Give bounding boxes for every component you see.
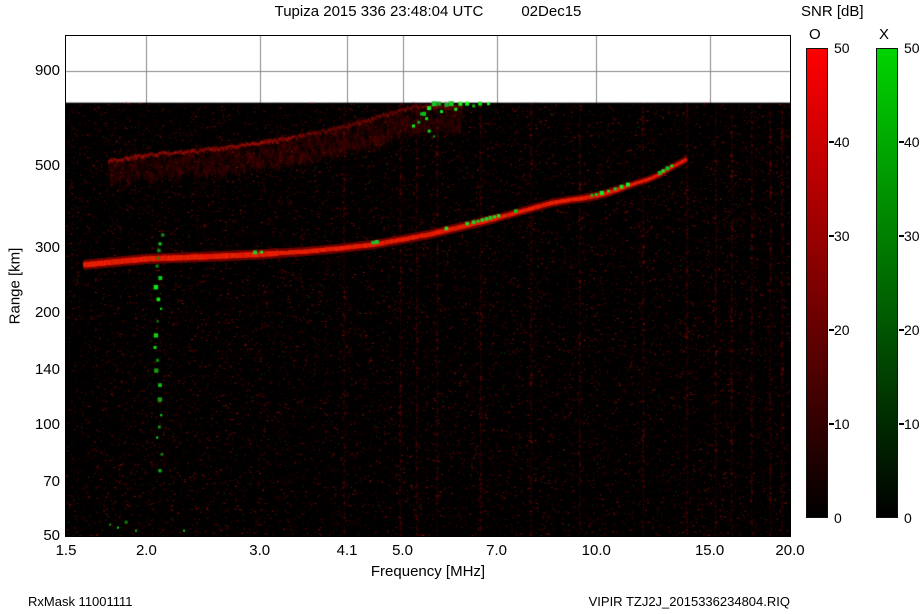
snr-units-label: SNR [dB]: [801, 3, 864, 20]
colorbar-tick-label: 30: [904, 228, 920, 244]
colorbar-tick-mark: [829, 423, 834, 425]
y-tick-label: 200: [34, 304, 60, 322]
y-tick-label: 140: [34, 361, 60, 379]
x-tick-label: 3.0: [249, 542, 271, 559]
colorbar-tick-label: 20: [834, 322, 850, 338]
colorbar-tick-label: 0: [904, 510, 912, 526]
y-tick-label: 70: [43, 472, 60, 490]
colorbar-tick-label: 50: [904, 40, 920, 56]
title-date: 02Dec15: [521, 3, 582, 20]
colorbar-tick-label: 40: [834, 134, 850, 150]
x-tick-label: 5.0: [392, 542, 413, 559]
x-tick-label: 4.1: [336, 542, 358, 559]
colorbar-tick-label: 40: [904, 134, 920, 150]
footer-rxmask: RxMask 11001111: [28, 594, 133, 609]
y-tick-label: 900: [34, 62, 60, 80]
colorbar-tick-mark: [899, 423, 904, 425]
colorbar-tick-label: 30: [834, 228, 850, 244]
colorbar-tick-mark: [829, 141, 834, 143]
colorbar-tick-mark: [899, 329, 904, 331]
plot-frame: [65, 35, 791, 537]
title-text: Tupiza 2015 336 23:48:04 UTC: [274, 3, 484, 20]
colorbar-x-gradient: [876, 48, 898, 518]
colorbar-tick-label: 10: [904, 416, 920, 432]
colorbar-tick-mark: [899, 141, 904, 143]
x-tick-label: 15.0: [694, 542, 725, 559]
colorbar-tick-mark: [899, 235, 904, 237]
colorbar-tick-mark: [829, 235, 834, 237]
colorbar-tick-label: 50: [834, 40, 850, 56]
y-tick-label: 100: [34, 415, 60, 433]
colorbar-o-gradient: [806, 48, 828, 518]
x-tick-label: 2.0: [135, 542, 157, 559]
footer-filename: VIPIR TZJ2J_2015336234804.RIQ: [588, 594, 790, 609]
y-tick-label: 50: [43, 527, 60, 544]
page-title: Tupiza 2015 336 23:48:04 UTC 02Dec15: [66, 3, 790, 20]
y-tick-label: 500: [34, 156, 60, 174]
x-tick-label: 10.0: [581, 542, 611, 559]
x-tick-label: 1.5: [55, 542, 77, 559]
ionogram-canvas: [66, 36, 790, 536]
colorbar-tick-label: 20: [904, 322, 920, 338]
colorbar-tick-label: 10: [834, 416, 850, 432]
x-axis-title: Frequency [MHz]: [370, 563, 486, 580]
colorbar-tick-mark: [829, 329, 834, 331]
colorbar-o-label: O: [809, 26, 821, 43]
colorbar-x-label: X: [879, 26, 890, 43]
x-tick-label: 20.0: [775, 542, 805, 559]
y-tick-label: 300: [34, 238, 60, 256]
x-tick-label: 7.0: [486, 542, 507, 559]
colorbar-tick-label: 0: [834, 510, 842, 526]
